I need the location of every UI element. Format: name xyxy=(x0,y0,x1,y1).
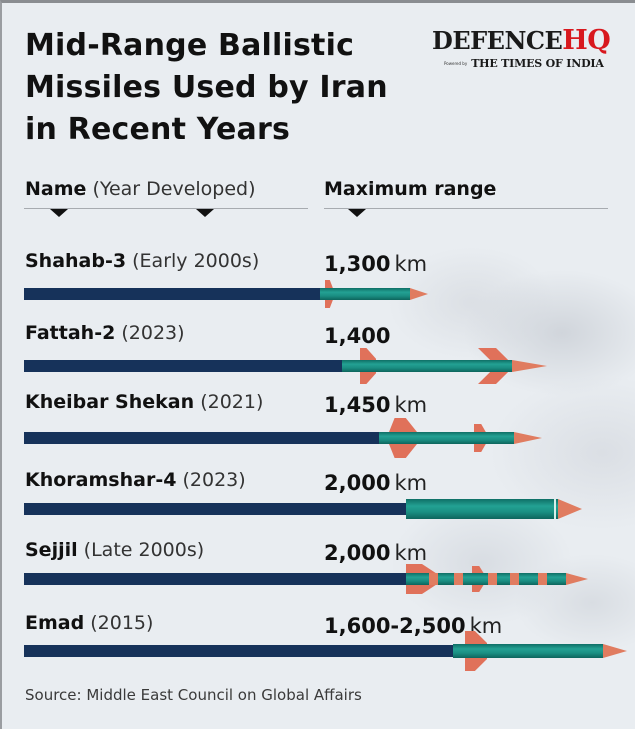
range-value: 1,300 xyxy=(324,252,391,276)
row-label-sejjil: Sejjil (Late 2000s) xyxy=(25,538,204,562)
column-header-name: Name (Year Developed) xyxy=(25,177,256,201)
row-label-fattah-2: Fattah-2 (2023) xyxy=(25,321,185,345)
range-unit: km xyxy=(394,471,428,495)
range-bar-emad xyxy=(24,645,454,657)
range-value: 1,400 xyxy=(324,324,391,348)
missile-name: Kheibar Shekan xyxy=(25,391,195,413)
title-line-1: Mid-Range Ballistic xyxy=(25,28,355,63)
row-label-khoramshar-4: Khoramshar-4 (2023) xyxy=(25,468,246,492)
row-range-shahab-3: 1,300 km xyxy=(324,251,427,277)
range-value: 1,600-2,500 xyxy=(324,614,466,638)
logo-powered-by: Powered by xyxy=(444,61,468,66)
row-range-emad: 1,600-2,500 km xyxy=(324,613,502,639)
range-bar-kheibar-shekan xyxy=(24,432,382,444)
title-line-3: in Recent Years xyxy=(25,112,291,147)
range-value: 1,450 xyxy=(324,393,391,417)
column-header-range-label: Maximum range xyxy=(324,178,497,200)
missile-year: (2015) xyxy=(90,612,154,634)
range-unit: km xyxy=(394,393,428,417)
range-value: 2,000 xyxy=(324,541,391,565)
column-header-name-light: (Year Developed) xyxy=(92,178,256,200)
pointer-triangle-icon xyxy=(50,209,68,217)
missile-name: Shahab-3 xyxy=(25,250,127,272)
source-note: Source: Middle East Council on Global Af… xyxy=(25,686,362,704)
missile-year: (Late 2000s) xyxy=(83,539,205,561)
range-value: 2,000 xyxy=(324,471,391,495)
logo-wordmark: DEFENCEHQ xyxy=(432,27,632,55)
range-bar-shahab-3 xyxy=(24,288,324,300)
logo-publisher: THE TIMES OF INDIA xyxy=(471,57,604,70)
row-label-kheibar-shekan: Kheibar Shekan (2021) xyxy=(25,390,263,414)
missile-name: Emad xyxy=(25,612,85,634)
title-line-2: Missiles Used by Iran xyxy=(25,70,388,105)
defencehq-logo: DEFENCEHQ Powered by THE TIMES OF INDIA xyxy=(432,27,632,71)
missile-year: (2021) xyxy=(200,391,264,413)
column-header-range: Maximum range xyxy=(324,177,496,201)
range-bar-sejjil xyxy=(24,573,408,585)
column-header-name-bold: Name xyxy=(25,178,87,200)
range-unit: km xyxy=(394,541,428,565)
row-label-emad: Emad (2015) xyxy=(25,611,153,635)
missile-year: (2023) xyxy=(121,322,185,344)
missile-name: Sejjil xyxy=(25,539,78,561)
range-bar-khoramshar-4 xyxy=(24,503,408,515)
logo-tagline: Powered by THE TIMES OF INDIA xyxy=(432,57,632,70)
missile-name: Fattah-2 xyxy=(25,322,116,344)
missile-year: (2023) xyxy=(182,469,246,491)
pointer-triangle-icon xyxy=(348,209,366,217)
row-range-khoramshar-4: 2,000 km xyxy=(324,470,427,496)
pointer-triangle-icon xyxy=(196,209,214,217)
chart-title: Mid-Range Ballistic Missiles Used by Ira… xyxy=(25,25,425,151)
row-label-shahab-3: Shahab-3 (Early 2000s) xyxy=(25,249,259,273)
range-unit: km xyxy=(394,252,428,276)
logo-brand-right: HQ xyxy=(562,25,611,56)
row-range-sejjil: 2,000 km xyxy=(324,540,427,566)
header-divider-range xyxy=(324,208,608,209)
header-divider-name xyxy=(24,208,308,209)
row-range-fattah-2: 1,400 xyxy=(324,323,394,349)
range-bar-fattah-2 xyxy=(24,360,346,372)
logo-brand-left: DEFENCE xyxy=(432,26,563,55)
missile-name: Khoramshar-4 xyxy=(25,469,177,491)
missile-year: (Early 2000s) xyxy=(132,250,260,272)
row-range-kheibar-shekan: 1,450 km xyxy=(324,392,427,418)
